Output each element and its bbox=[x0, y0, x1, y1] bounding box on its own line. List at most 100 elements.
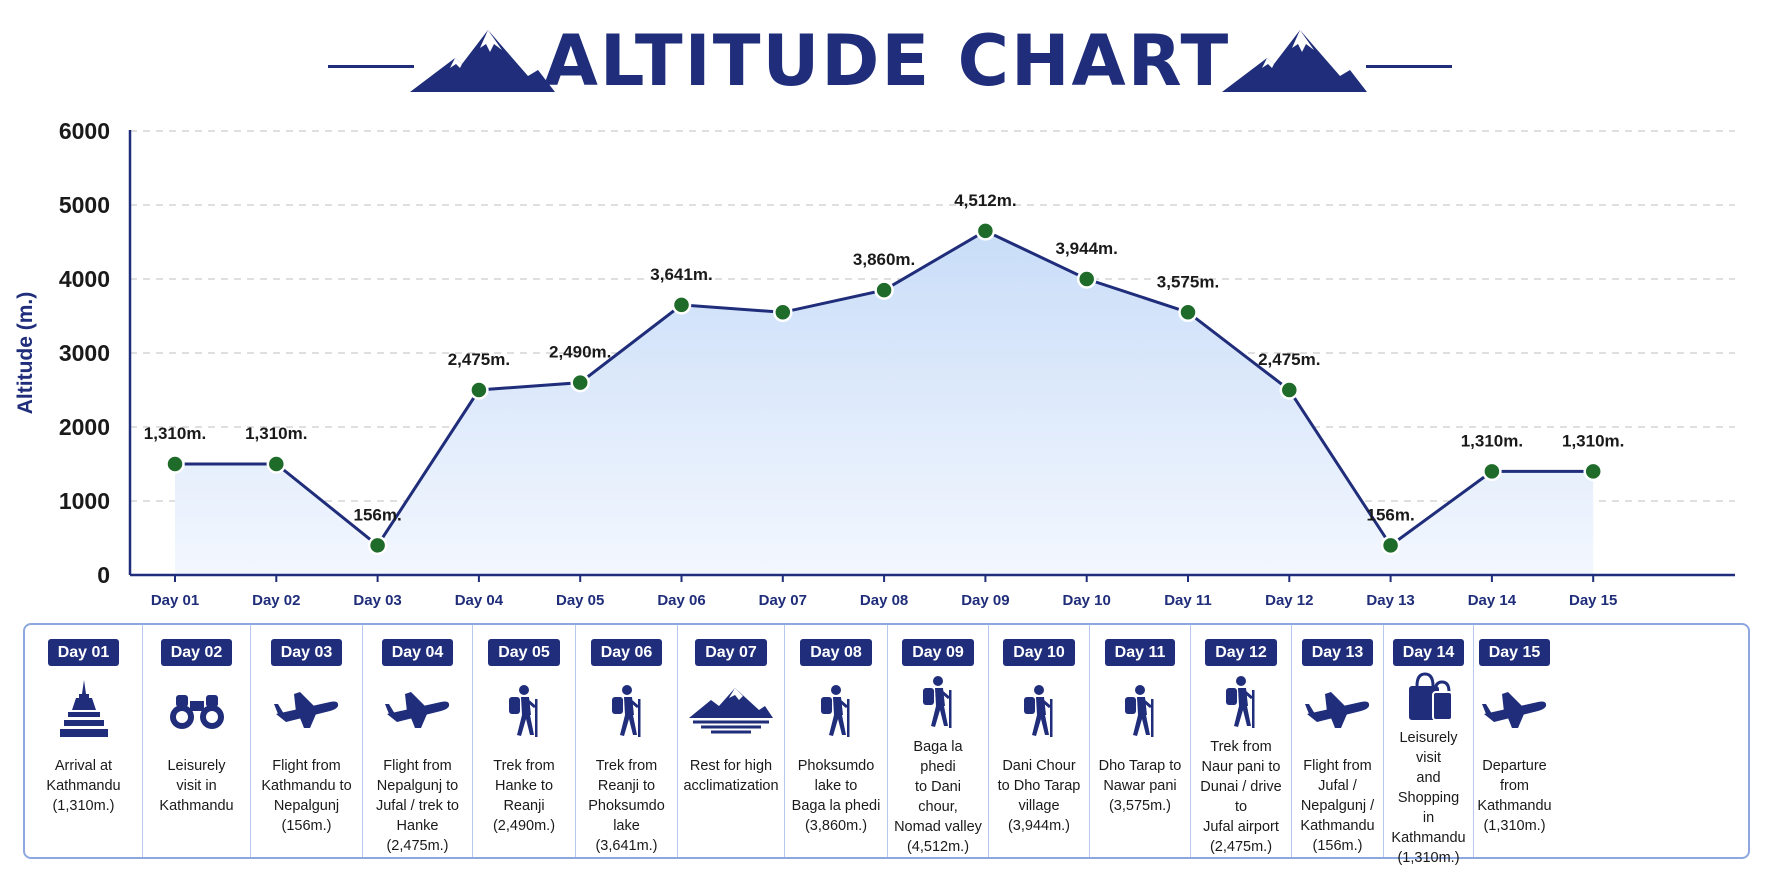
description-line: and Shopping bbox=[1397, 770, 1460, 806]
description-line: lake bbox=[613, 818, 640, 834]
data-label: 2,490m. bbox=[549, 343, 611, 362]
mountain-icon bbox=[1222, 30, 1367, 92]
title-rule-right bbox=[1366, 65, 1452, 68]
description-line: Hanke bbox=[396, 818, 439, 834]
data-point bbox=[1380, 535, 1401, 556]
data-point bbox=[975, 221, 996, 241]
x-tick-label: Day 07 bbox=[759, 592, 807, 609]
day-badge: Day 07 bbox=[695, 639, 767, 666]
day-description: Rest for high acclimatization bbox=[677, 756, 784, 796]
x-tick-label: Day 04 bbox=[455, 592, 504, 609]
description-line: Kathmandu bbox=[1300, 818, 1375, 834]
stupa-icon bbox=[39, 672, 129, 750]
data-point bbox=[874, 280, 894, 300]
day-description: Leisurely visit and Shopping in Kathmandu (… bbox=[1384, 728, 1473, 868]
data-label: 156m. bbox=[353, 505, 401, 524]
description-line: Nawar pani bbox=[1103, 778, 1177, 794]
hiker-icon bbox=[582, 672, 672, 750]
description-line: Nepalgunj bbox=[273, 798, 340, 814]
y-tick-label: 1000 bbox=[59, 488, 110, 514]
data-label: 156m. bbox=[1366, 505, 1414, 524]
data-label: 3,944m. bbox=[1056, 239, 1118, 258]
y-tick-label: 4000 bbox=[59, 266, 110, 292]
y-tick-label: 5000 bbox=[59, 192, 110, 218]
description-line: Nepalgunj to bbox=[376, 778, 459, 794]
description-line: (4,512m.) bbox=[906, 839, 970, 855]
day-description: Arrival at Kathmandu (1,310m.) bbox=[40, 756, 126, 816]
itinerary-day: Day 08 Phoksumdo lake to Baga la phedi (3,86… bbox=[785, 625, 888, 857]
day-description: Phoksumdo lake to Baga la phedi (3,860m.) bbox=[786, 756, 887, 836]
itinerary-day: Day 10 Dani Chour to Dho Tarap village (3,94… bbox=[989, 625, 1090, 857]
data-label: 1,310m. bbox=[245, 424, 307, 443]
description-line: Flight from bbox=[272, 758, 341, 774]
y-tick-label: 6000 bbox=[59, 118, 110, 144]
y-axis-label: Altitude (m.) bbox=[14, 292, 37, 414]
x-tick-label: Day 08 bbox=[860, 592, 908, 609]
description-line: Dunai / drive to bbox=[1200, 779, 1282, 815]
description-line: in Kathmandu bbox=[1391, 810, 1466, 846]
description-line: Leisurely bbox=[167, 758, 226, 774]
altitude-area bbox=[175, 230, 1594, 575]
day-description: Flight from Nepalgunj to Jufal / trek to Ha… bbox=[370, 756, 465, 856]
chart-header: ALTITUDE CHART bbox=[0, 0, 1774, 110]
day-badge: Day 03 bbox=[270, 639, 343, 666]
x-tick-label: Day 09 bbox=[961, 592, 1009, 609]
hiker-icon bbox=[791, 672, 881, 750]
description-line: Kathmandu bbox=[46, 778, 121, 794]
data-point bbox=[469, 380, 489, 400]
description-line: Rest for high bbox=[689, 758, 773, 774]
description-line: Trek from bbox=[1210, 739, 1272, 755]
data-point bbox=[1583, 461, 1603, 482]
description-line: Kathmandu to bbox=[261, 778, 352, 794]
data-points bbox=[165, 221, 1603, 556]
day-badge: Day 13 bbox=[1301, 639, 1374, 666]
binoculars-icon bbox=[152, 672, 242, 750]
description-line: lake to bbox=[814, 778, 858, 794]
day-description: Trek from Naur pani to Dunai / drive to Juf… bbox=[1191, 737, 1291, 857]
itinerary-day: Day 06 Trek from Reanji to Phoksumdo lake (3,… bbox=[576, 625, 678, 857]
data-label: 4,512m. bbox=[954, 191, 1016, 210]
day-badge: Day 09 bbox=[902, 639, 974, 666]
data-point bbox=[1482, 461, 1502, 482]
day-description: Dani Chour to Dho Tarap village (3,944m.) bbox=[992, 756, 1087, 836]
description-line: village bbox=[1018, 798, 1060, 814]
day-description: Flight from Kathmandu to Nepalgunj (156m.) bbox=[255, 756, 357, 836]
description-line: Flight from bbox=[383, 758, 452, 774]
data-label: 1,310m. bbox=[1562, 431, 1624, 450]
description-line: Flight from bbox=[1303, 758, 1372, 774]
description-line: (156m.) bbox=[281, 818, 332, 834]
itinerary-day: Day 11 Dho Tarap to Nawar pani (3,575m.) bbox=[1090, 625, 1191, 857]
y-tick-labels: 0 1000 2000 3000 4000 5000 6000 bbox=[59, 118, 110, 588]
description-line: from bbox=[1500, 778, 1529, 794]
description-line: Baga la phedi bbox=[913, 739, 963, 775]
description-line: Dani Chour bbox=[1002, 758, 1076, 774]
data-label: 1,310m. bbox=[144, 424, 206, 443]
day-badge: Day 10 bbox=[1003, 639, 1075, 666]
description-line: (3,944m.) bbox=[1007, 818, 1071, 834]
description-line: to Dho Tarap bbox=[997, 778, 1081, 794]
data-point bbox=[1178, 302, 1198, 323]
x-tick-labels: Day 01 Day 02 Day 03 Day 04 Day 05 Day 06 Day … bbox=[151, 575, 1617, 609]
shopping-bag-icon bbox=[1384, 672, 1474, 722]
description-line: (1,310m.) bbox=[1483, 818, 1546, 834]
y-tick-label: 3000 bbox=[59, 340, 110, 366]
description-line: Phoksumdo bbox=[797, 758, 875, 774]
mountain-lake-icon bbox=[686, 672, 776, 750]
day-description: Baga la phedi to Dani chour, Nomad valley (… bbox=[888, 737, 988, 857]
data-point bbox=[165, 454, 185, 474]
description-line: (2,490m.) bbox=[492, 818, 556, 834]
x-tick-label: Day 15 bbox=[1569, 592, 1617, 609]
description-line: Departure bbox=[1482, 758, 1547, 774]
day-description: Trek from Hanke to Reanji (2,490m.) bbox=[487, 756, 561, 836]
itinerary-day: Day 14 Leisurely visit and Shopping in Kath… bbox=[1384, 625, 1474, 866]
hiker-icon bbox=[479, 672, 569, 750]
data-label: 3,860m. bbox=[853, 250, 915, 269]
itinerary-day: Day 05 Trek from Hanke to Reanji (2,490m.) bbox=[473, 625, 576, 857]
day-badge: Day 14 bbox=[1392, 639, 1465, 666]
day-badge: Day 08 bbox=[800, 639, 872, 666]
data-point bbox=[773, 302, 793, 323]
x-tick-label: Day 10 bbox=[1063, 592, 1111, 609]
description-line: Leisurely visit bbox=[1399, 730, 1458, 766]
description-line: (3,860m.) bbox=[804, 818, 868, 834]
